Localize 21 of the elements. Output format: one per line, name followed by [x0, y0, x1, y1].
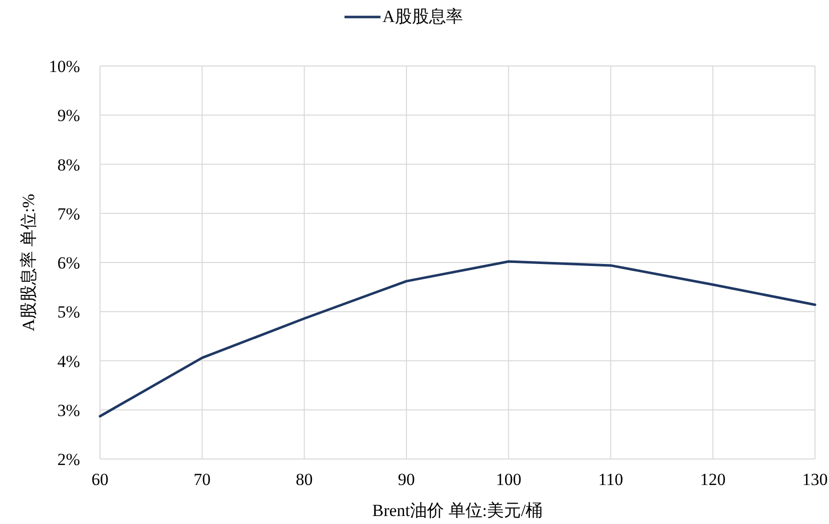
x-tick-label: 130	[802, 470, 828, 489]
x-axis-title: Brent油价 单位:美元/桶	[372, 501, 543, 520]
y-axis-title: A股股息率 单位:%	[19, 194, 38, 332]
y-tick-label: 8%	[57, 155, 80, 174]
y-tick-label: 7%	[57, 204, 80, 224]
x-tick-label: 90	[398, 470, 415, 489]
y-tick-label: 6%	[57, 254, 80, 272]
y-tick-label: 2%	[57, 450, 80, 469]
y-tick-label: 5%	[57, 302, 80, 322]
x-tick-label: 110	[598, 470, 624, 489]
x-tick-label: 100	[496, 470, 522, 489]
y-tick-label: 4%	[57, 352, 80, 371]
y-tick-label: 9%	[57, 106, 80, 126]
x-tick-label: 120	[700, 470, 726, 489]
y-tick-label: 10%	[48, 57, 80, 76]
y-tick-label: 3%	[57, 400, 80, 420]
line-series	[98, 260, 816, 418]
x-tick-label: 60	[92, 470, 108, 489]
x-tick-label: 80	[296, 470, 313, 489]
legend-label: A股股息率	[382, 7, 463, 26]
x-tick-label: 70	[194, 470, 211, 489]
